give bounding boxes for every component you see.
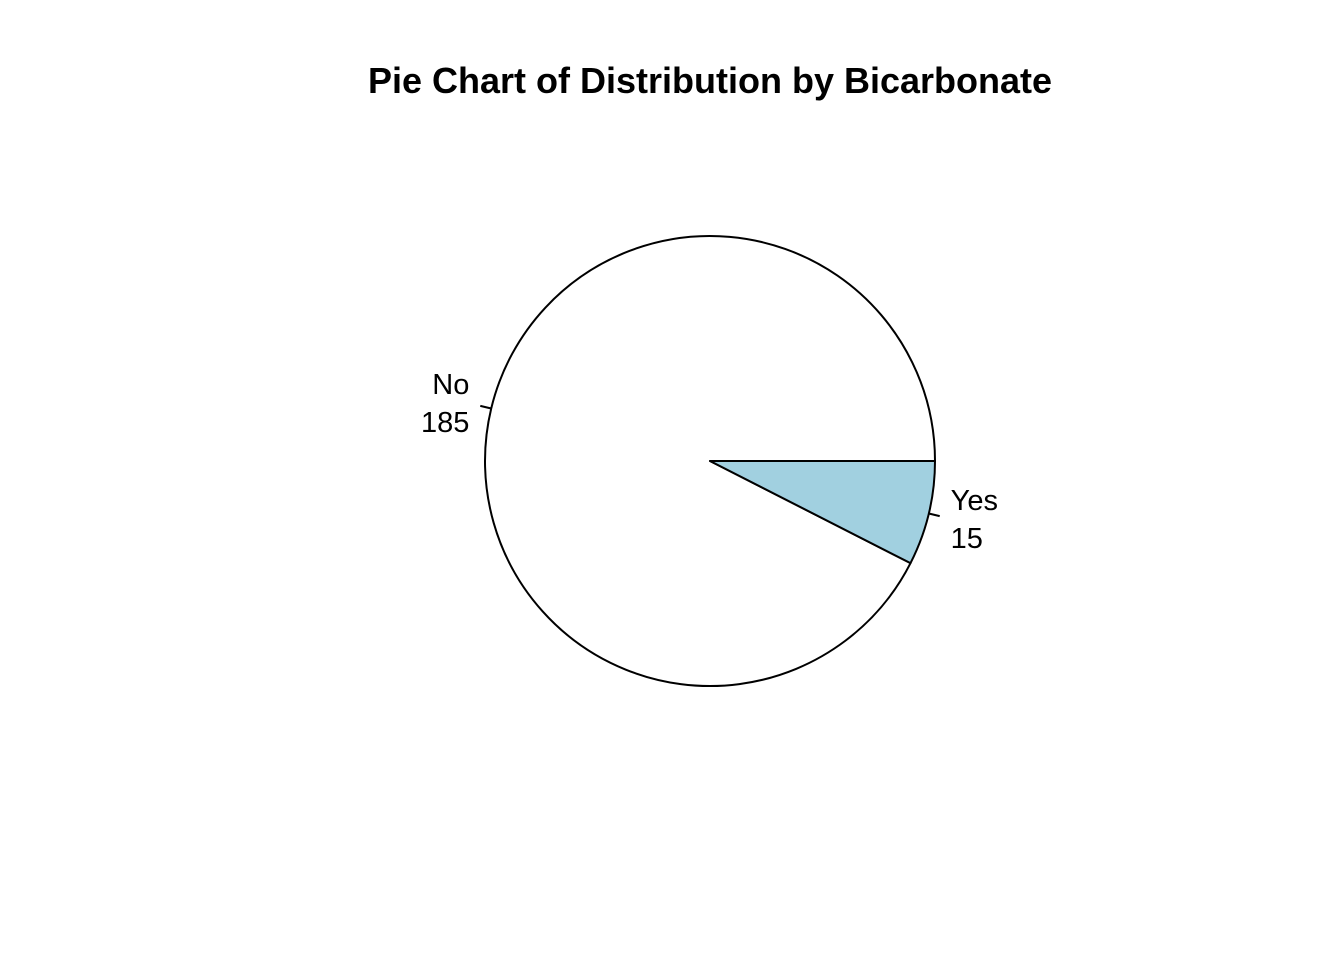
pie-labels: No 185 Yes 15	[421, 369, 998, 555]
pie-tick-no	[480, 404, 492, 410]
chart-title: Pie Chart of Distribution by Bicarbonate	[368, 60, 1052, 101]
pie-label-no: No	[432, 369, 469, 401]
pie-value-yes: 15	[951, 523, 983, 555]
pie-value-no: 185	[421, 407, 469, 439]
pie-slice-yes	[709, 460, 936, 565]
pie-tick-yes	[928, 512, 940, 518]
pie-label-ticks	[480, 404, 940, 518]
pie-slices	[484, 235, 936, 688]
pie-label-yes: Yes	[951, 485, 998, 517]
